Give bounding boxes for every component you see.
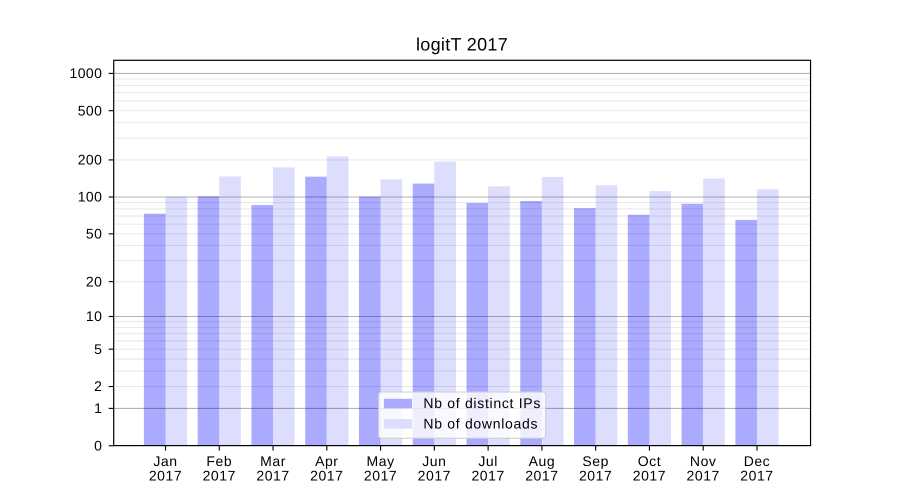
svg-text:2017: 2017 bbox=[203, 468, 236, 484]
svg-text:2017: 2017 bbox=[364, 468, 397, 484]
svg-text:May: May bbox=[367, 453, 395, 469]
svg-text:100: 100 bbox=[78, 189, 103, 205]
svg-text:0: 0 bbox=[94, 437, 102, 453]
svg-text:200: 200 bbox=[78, 152, 103, 168]
svg-text:logitT 2017: logitT 2017 bbox=[416, 35, 508, 55]
svg-text:2017: 2017 bbox=[687, 468, 720, 484]
svg-text:2017: 2017 bbox=[149, 468, 182, 484]
svg-text:Jan: Jan bbox=[153, 453, 177, 469]
svg-text:1000: 1000 bbox=[70, 65, 103, 81]
svg-text:Nb of downloads: Nb of downloads bbox=[423, 415, 538, 431]
svg-text:2017: 2017 bbox=[418, 468, 451, 484]
svg-text:2017: 2017 bbox=[256, 468, 289, 484]
svg-text:Sep: Sep bbox=[582, 453, 609, 469]
svg-text:2017: 2017 bbox=[471, 468, 504, 484]
svg-text:Oct: Oct bbox=[638, 453, 661, 469]
svg-text:2017: 2017 bbox=[525, 468, 558, 484]
svg-text:2017: 2017 bbox=[633, 468, 666, 484]
svg-text:Mar: Mar bbox=[260, 453, 286, 469]
svg-text:Apr: Apr bbox=[315, 453, 338, 469]
svg-text:2: 2 bbox=[94, 378, 102, 394]
svg-text:Dec: Dec bbox=[744, 453, 771, 469]
svg-text:Nov: Nov bbox=[690, 453, 717, 469]
svg-text:10: 10 bbox=[86, 308, 102, 324]
svg-text:500: 500 bbox=[78, 102, 103, 118]
svg-text:2017: 2017 bbox=[740, 468, 773, 484]
svg-text:20: 20 bbox=[86, 273, 102, 289]
svg-text:Nb of distinct IPs: Nb of distinct IPs bbox=[423, 395, 541, 411]
svg-text:5: 5 bbox=[94, 341, 102, 357]
svg-text:2017: 2017 bbox=[310, 468, 343, 484]
svg-text:2017: 2017 bbox=[579, 468, 612, 484]
svg-text:Jun: Jun bbox=[422, 453, 446, 469]
svg-text:50: 50 bbox=[86, 225, 102, 241]
svg-text:Jul: Jul bbox=[478, 453, 498, 469]
svg-text:Feb: Feb bbox=[206, 453, 232, 469]
svg-text:Aug: Aug bbox=[529, 453, 556, 469]
svg-text:1: 1 bbox=[94, 400, 102, 416]
